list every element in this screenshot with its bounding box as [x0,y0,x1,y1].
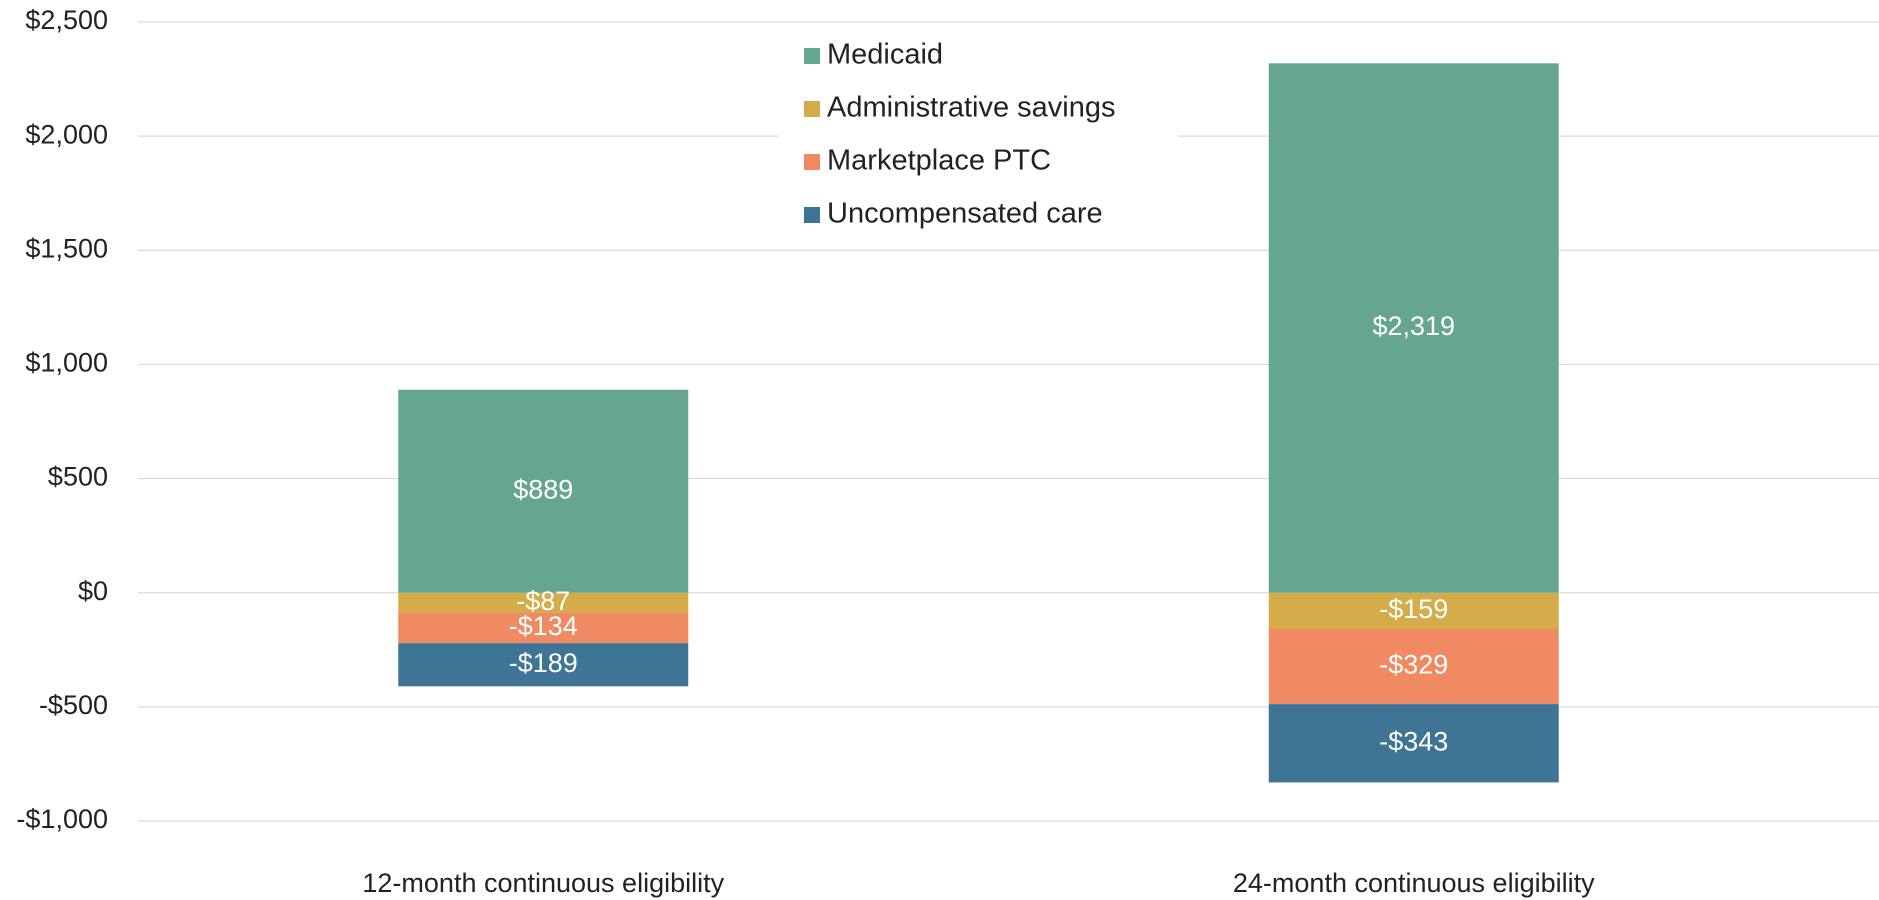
y-tick-label: $2,500 [25,5,108,35]
legend-label: Uncompensated care [827,198,1103,230]
y-tick-label: $2,000 [25,119,108,149]
bar-segment [1268,592,1559,630]
bar-segment [1268,704,1559,783]
data-label: -$329 [1379,650,1448,680]
data-label: -$159 [1379,594,1448,624]
data-label: $889 [513,474,573,504]
data-label: -$87 [516,586,570,616]
data-label: -$343 [1379,726,1448,756]
legend-swatch [804,101,820,117]
y-tick-label: $500 [48,462,108,492]
data-label: -$134 [509,611,578,641]
bar-segment [398,592,689,613]
bar-segment [398,612,689,644]
x-tick-label: 24-month continuous eligibility [1233,868,1595,898]
data-label: -$189 [509,648,578,678]
y-tick-label: $1,500 [25,233,108,263]
y-tick-label: $1,000 [25,348,108,378]
bar-segment [1268,629,1559,705]
y-tick-label: -$1,000 [16,804,108,834]
legend-swatch [804,48,820,64]
legend-background [778,30,1178,240]
legend-label: Marketplace PTC [827,145,1051,177]
bar-segment [398,643,689,687]
legend-swatch [804,154,820,170]
legend-label: Medicaid [827,39,943,71]
data-label: $2,319 [1372,311,1455,341]
bar-segment [398,389,689,593]
legend-label: Administrative savings [827,92,1116,124]
y-tick-label: -$500 [39,690,108,720]
bar-segment [1268,63,1559,593]
x-tick-label: 12-month continuous eligibility [362,868,724,898]
legend-swatch [804,207,820,223]
y-tick-label: $0 [78,576,108,606]
